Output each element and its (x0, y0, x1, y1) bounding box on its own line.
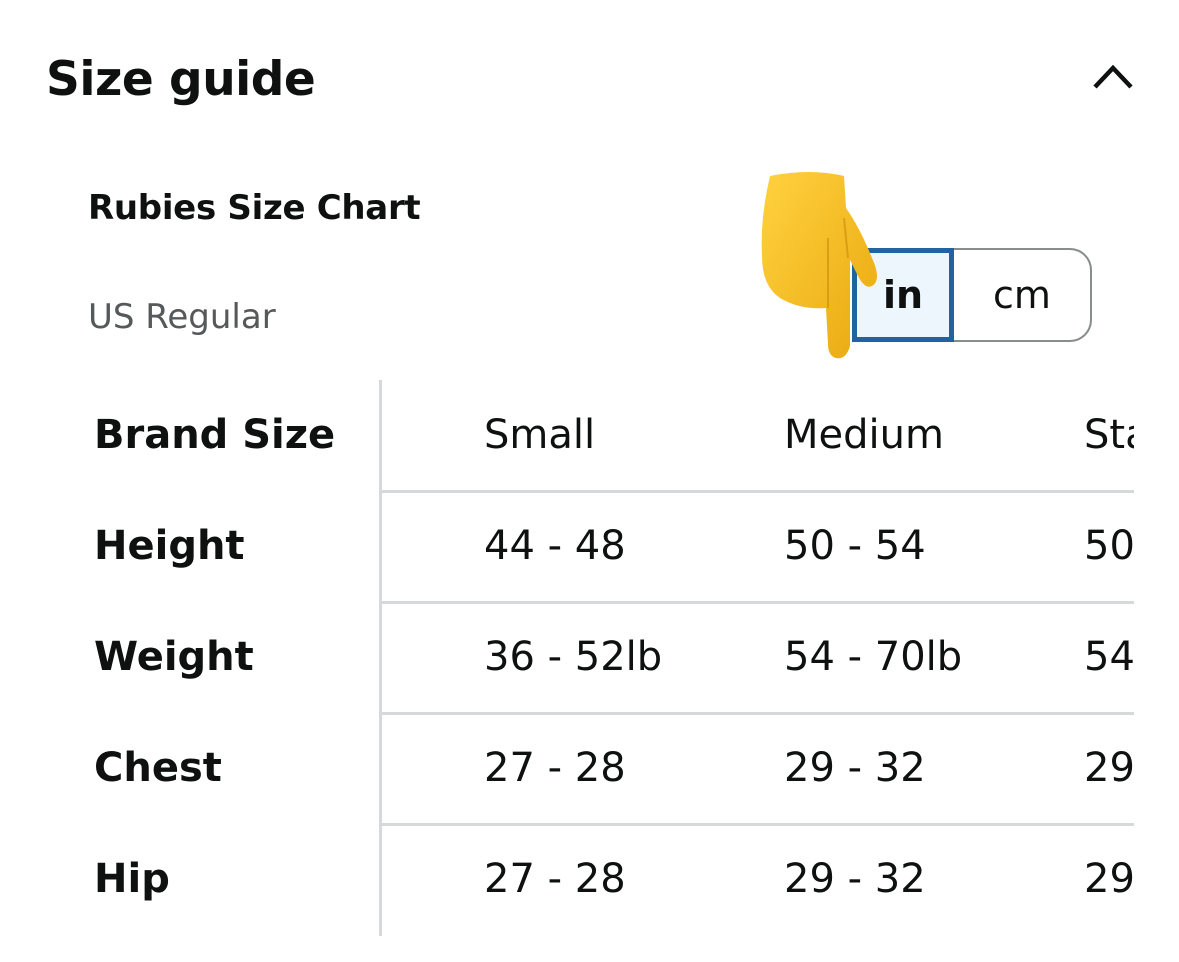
page-title: Size guide (46, 52, 316, 107)
row-divider (381, 601, 1134, 604)
row-label: Hip (94, 856, 170, 902)
row-divider (381, 712, 1134, 715)
table-row: Height 44 - 48 50 - 54 50 (0, 491, 1134, 604)
table-cell: 29 (1084, 745, 1134, 791)
row-label: Height (94, 523, 245, 569)
row-label: Brand Size (94, 412, 336, 458)
size-chart-title: Rubies Size Chart (88, 188, 421, 228)
table-cell: 29 - 32 (784, 856, 926, 902)
row-divider (381, 823, 1134, 826)
table-row: Hip 27 - 28 29 - 32 29 (0, 824, 1134, 935)
unit-in-button[interactable]: in (852, 248, 954, 342)
table-cell: 54 - 70lb (784, 634, 963, 680)
row-divider (381, 490, 1134, 493)
table-cell: 29 - 32 (784, 745, 926, 791)
table-cell: Sta (1084, 412, 1134, 458)
unit-cm-button[interactable]: cm (954, 248, 1092, 342)
table-cell: 54 (1084, 634, 1134, 680)
table-cell: 50 - 54 (784, 523, 926, 569)
table-cell: 27 - 28 (484, 745, 626, 791)
unit-toggle: in cm (852, 248, 1092, 342)
size-region: US Regular (88, 297, 276, 337)
table-header-row: Brand Size Small Medium Sta (0, 380, 1134, 493)
table-cell: Medium (784, 412, 944, 458)
pointing-down-hand-icon (761, 172, 877, 359)
table-cell: 44 - 48 (484, 523, 626, 569)
chevron-up-icon[interactable] (1090, 58, 1136, 92)
column-divider (379, 380, 382, 936)
size-table: Brand Size Small Medium Sta Height 44 - … (0, 380, 1134, 936)
table-cell: 27 - 28 (484, 856, 626, 902)
table-cell: 36 - 52lb (484, 634, 663, 680)
table-row: Weight 36 - 52lb 54 - 70lb 54 (0, 602, 1134, 715)
row-label: Chest (94, 745, 222, 791)
table-row: Chest 27 - 28 29 - 32 29 (0, 713, 1134, 826)
table-cell: Small (484, 412, 596, 458)
table-cell: 29 (1084, 856, 1134, 902)
row-label: Weight (94, 634, 254, 680)
table-cell: 50 (1084, 523, 1134, 569)
